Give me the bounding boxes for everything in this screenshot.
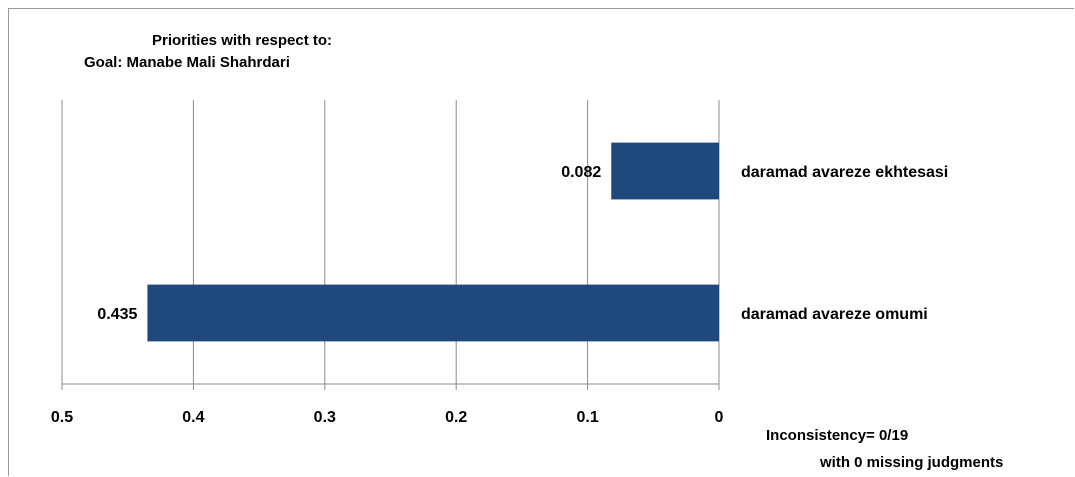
x-tick-label-1: 0.4 — [182, 409, 204, 426]
x-tick-label-0: 0.5 — [51, 409, 73, 426]
labels: 0.5 0.4 0.3 0.2 0.1 0 0.082 daramad avareze ekh… — [51, 164, 948, 426]
chart-frame — [8, 8, 1074, 476]
value-label-0: 0.082 — [561, 164, 601, 181]
missing-judgments-note: with 0 missing judgments — [820, 454, 1004, 471]
x-tick-label-3: 0.2 — [445, 409, 467, 426]
bars — [147, 142, 719, 342]
value-label-1: 0.435 — [97, 306, 137, 323]
x-tick-label-4: 0.1 — [576, 409, 598, 426]
category-label-0: daramad avareze ekhtesasi — [741, 164, 948, 181]
bar-1 — [147, 284, 719, 342]
x-tick-label-2: 0.3 — [314, 409, 336, 426]
bar-0 — [611, 142, 719, 200]
chart-title-line-1: Priorities with respect to: — [152, 32, 333, 49]
inconsistency-note: Inconsistency= 0/19 — [766, 427, 909, 444]
chart-title-line-2: Goal: Manabe Mali Shahrdari — [84, 54, 290, 71]
category-label-1: daramad avareze omumi — [741, 306, 928, 323]
x-tick-label-5: 0 — [715, 409, 724, 426]
